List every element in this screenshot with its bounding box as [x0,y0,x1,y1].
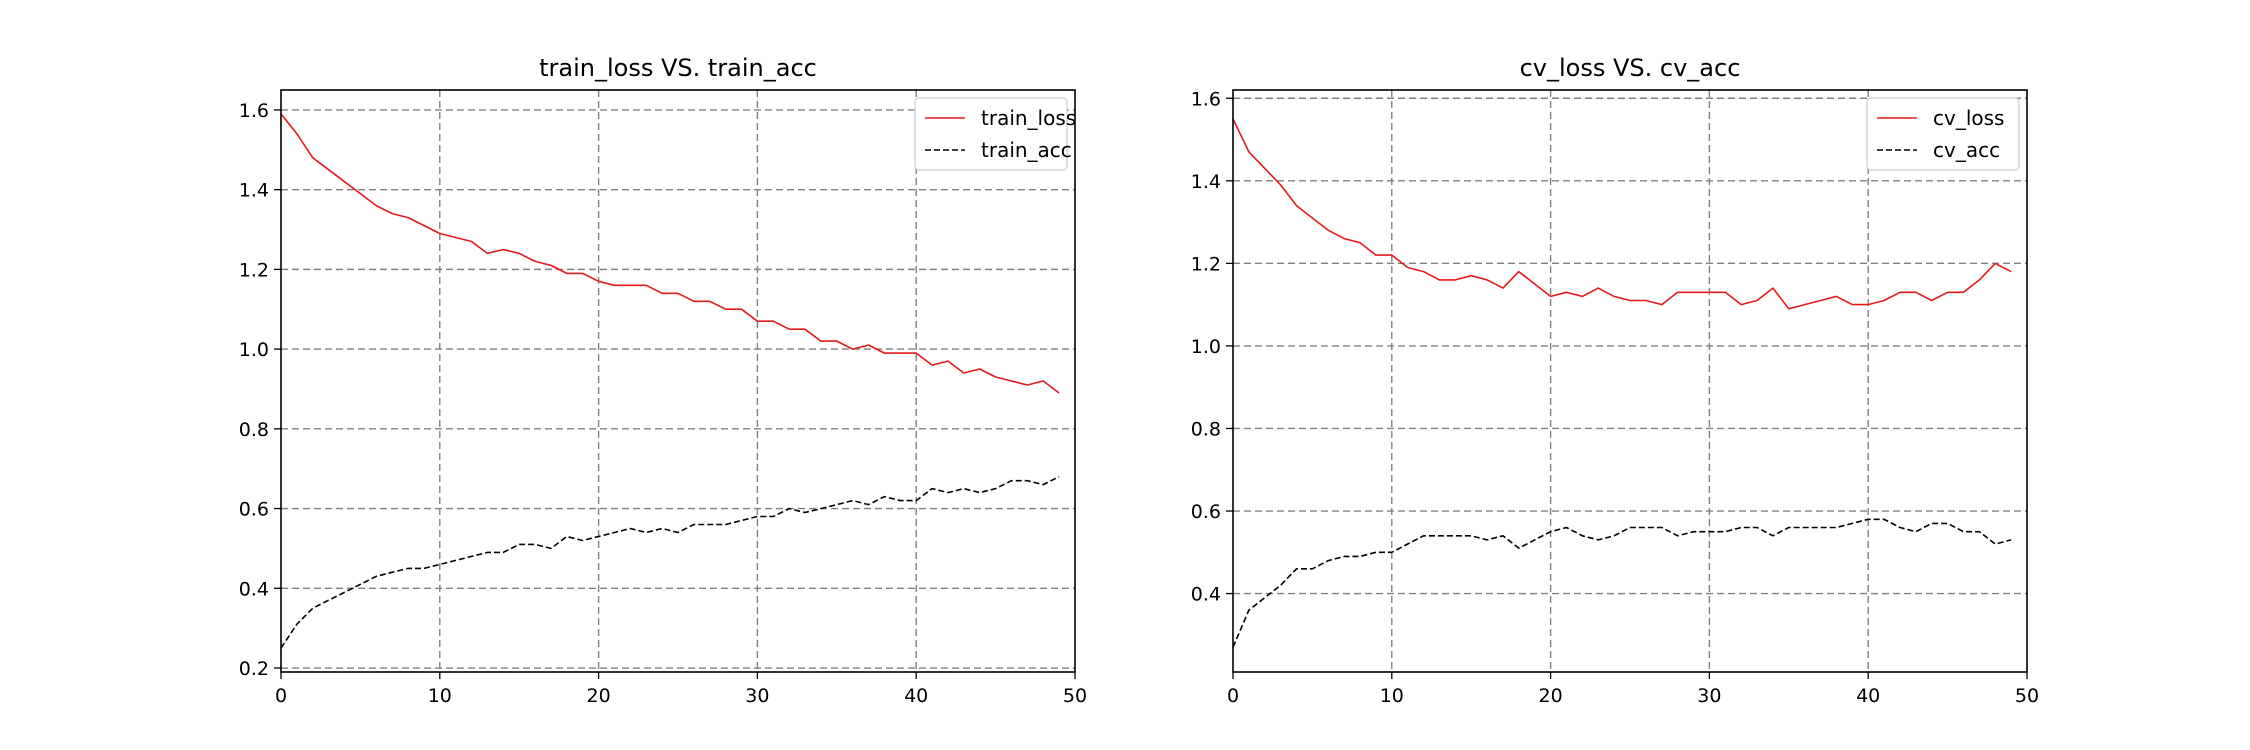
y-tick-label: 0.6 [1191,501,1221,523]
chart-panel-2: 0 10 20 30 40 50 0.4 0.6 0.8 1.0 1.2 1.4 1.6 cv_loss … [1191,54,2039,707]
x-tick-label: 0 [275,685,287,707]
legend-box [914,97,1068,171]
series-line-cv_acc [1232,518,2012,648]
x-tick-label: 10 [1380,685,1404,707]
series-line-cv_loss [1232,118,2012,310]
y-tick-label: 0.2 [239,658,269,680]
series-line-train_acc [280,475,1060,649]
legend-label-train_acc: train_acc [981,138,1072,162]
y-tick-label: 1.6 [239,100,269,122]
x-tick-label: 40 [904,685,928,707]
y-tick-label: 0.8 [239,419,269,441]
legend-label-train_loss: train_loss [981,106,1076,130]
series-line-train_loss [280,113,1060,394]
plot-frame [280,89,1076,673]
x-tick-label: 10 [428,685,452,707]
y-tick-label: 1.4 [239,180,269,202]
y-tick-label: 0.8 [1191,418,1221,440]
y-tick-label: 0.4 [239,578,269,600]
x-tick-label: 0 [1227,685,1239,707]
y-tick-label: 1.0 [239,339,269,361]
legend-label-cv_acc: cv_acc [1933,138,2000,162]
chart-panel-1: 0 10 20 30 40 50 0.2 0.4 0.6 0.8 1.0 1.2 1.4 1.6 train… [239,54,1087,707]
x-tick-label: 20 [1539,685,1563,707]
y-tick-label: 1.2 [239,259,269,281]
legend: train_loss train_acc [914,97,1076,171]
y-tick-label: 1.4 [1191,171,1221,193]
x-tick-label: 30 [1697,685,1721,707]
x-tick-label: 20 [587,685,611,707]
legend-label-cv_loss: cv_loss [1933,106,2004,130]
x-tick-label: 50 [2015,685,2039,707]
y-tick-label: 0.6 [239,499,269,521]
y-tick-label: 1.6 [1191,88,1221,110]
x-tick-label: 30 [745,685,769,707]
y-tick-label: 0.4 [1191,584,1221,606]
y-tick-label: 1.2 [1191,253,1221,275]
legend-box [1866,97,2020,171]
y-tick-label: 1.0 [1191,336,1221,358]
legend: cv_loss cv_acc [1866,97,2020,171]
x-tick-label: 50 [1063,685,1087,707]
plot-frame [1232,89,2028,673]
x-tick-label: 40 [1856,685,1880,707]
chart-title: cv_loss VS. cv_acc [1520,54,1741,82]
chart-title: train_loss VS. train_acc [539,54,817,82]
